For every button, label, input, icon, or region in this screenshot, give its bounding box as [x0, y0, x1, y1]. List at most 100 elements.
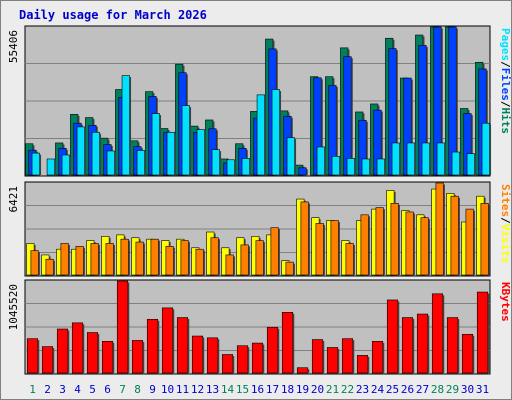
bar-shadow	[337, 348, 340, 373]
bar-shadow	[39, 154, 42, 175]
bar-pages-2	[46, 158, 55, 176]
bar-shadow	[321, 79, 323, 175]
bar-kbytes-26	[401, 317, 414, 374]
bar-pages-1	[31, 152, 40, 176]
bar-kbytes-8	[131, 340, 144, 374]
bar-pages-5	[91, 131, 100, 176]
bar-sites-21	[330, 220, 339, 276]
bar-sites-25	[390, 203, 399, 276]
x-tick-label-5: 5	[89, 383, 96, 396]
chart-title: Daily usage for March 2026	[19, 8, 207, 22]
bar-shadow	[98, 244, 100, 275]
bar-kbytes-27	[416, 313, 429, 374]
y-max-label: 6421	[7, 186, 20, 213]
bar-shadow	[382, 342, 385, 373]
bar-kbytes-16	[251, 342, 264, 374]
bar-shadow	[174, 133, 177, 175]
x-tick-label-18: 18	[281, 383, 294, 396]
bar-shadow	[473, 210, 475, 275]
panel-3: 1045520 KBytes	[7, 279, 512, 375]
bar-sites-7	[120, 238, 129, 276]
bar-shadow	[99, 133, 102, 175]
bar-shadow	[459, 153, 462, 175]
bar-shadow	[187, 319, 190, 373]
bar-shadow	[67, 330, 70, 373]
bar-sites-13	[210, 237, 219, 276]
bar-shadow	[353, 244, 355, 275]
bar-kbytes-21	[326, 347, 339, 374]
panel-1: 55406 Pages/Files/Hits	[7, 25, 512, 177]
bar-shadow	[233, 256, 235, 275]
x-tick-label-10: 10	[161, 383, 174, 396]
bar-kbytes-22	[341, 338, 354, 374]
bar-pages-9	[151, 113, 160, 176]
bar-shadow	[441, 28, 443, 175]
bar-pages-12	[196, 129, 205, 176]
bar-shadow	[278, 229, 280, 275]
bar-shadow	[384, 160, 387, 175]
bar-shadow	[487, 293, 490, 373]
bar-shadow	[443, 184, 445, 275]
x-tick-label-23: 23	[356, 383, 369, 396]
bar-sites-26	[405, 211, 414, 276]
x-tick-label-29: 29	[446, 383, 459, 396]
bar-sites-16	[255, 240, 264, 276]
bar-shadow	[396, 50, 398, 175]
legend-entry: Visits	[499, 224, 512, 264]
x-tick-label-12: 12	[191, 383, 204, 396]
bar-pages-31	[481, 122, 490, 176]
legend-entry: Sites	[499, 184, 512, 217]
bar-sites-19	[300, 201, 309, 276]
bar-shadow	[114, 152, 117, 175]
bar-shadow	[323, 224, 325, 275]
bar-kbytes-24	[371, 341, 384, 374]
legend-entry: Files	[499, 68, 512, 101]
bar-shadow	[143, 243, 145, 275]
bar-shadow	[127, 282, 130, 373]
bar-shadow	[128, 240, 130, 275]
x-tick-label-20: 20	[311, 383, 324, 396]
bar-kbytes-28	[431, 293, 444, 374]
bar-shadow	[471, 115, 473, 175]
x-tick-label-17: 17	[266, 383, 279, 396]
bar-kbytes-15	[236, 345, 249, 374]
bar-kbytes-10	[161, 307, 174, 374]
bar-sites-12	[195, 248, 204, 276]
bar-sites-18	[285, 261, 294, 276]
bar-kbytes-17	[266, 326, 279, 374]
bar-kbytes-29	[446, 317, 459, 374]
bar-shadow	[444, 144, 447, 175]
bar-shadow	[217, 339, 220, 373]
bar-pages-20	[316, 146, 325, 176]
bar-shadow	[249, 159, 252, 175]
bar-shadow	[248, 246, 250, 275]
bar-shadow	[292, 313, 295, 373]
bar-sites-8	[135, 241, 144, 276]
bar-shadow	[189, 107, 192, 175]
bar-shadow	[97, 334, 100, 373]
bar-sites-5	[90, 243, 99, 276]
bar-kbytes-13	[206, 337, 219, 374]
x-tick-label-14: 14	[221, 383, 235, 396]
bar-sites-30	[465, 208, 474, 276]
x-tick-label-21: 21	[326, 383, 339, 396]
bar-shadow	[399, 144, 402, 175]
x-tick-label-16: 16	[251, 383, 264, 396]
bar-shadow	[412, 319, 415, 373]
bar-shadow	[383, 209, 385, 275]
bar-pages-13	[211, 149, 220, 176]
bar-kbytes-23	[356, 355, 369, 374]
bar-pages-7	[121, 75, 130, 176]
legend-entry: KBytes	[499, 282, 512, 322]
y-max-label: 1045520	[7, 284, 20, 330]
bar-sites-28	[435, 182, 444, 276]
bar-shadow	[203, 250, 205, 275]
x-tick-label-11: 11	[176, 383, 189, 396]
bar-shadow	[113, 244, 115, 275]
bar-shadow	[129, 77, 132, 175]
y-axis-legend: KBytes	[499, 282, 512, 322]
bar-sites-22	[345, 243, 354, 276]
bar-kbytes-7	[116, 280, 129, 374]
bar-shadow	[456, 28, 458, 175]
bar-shadow	[38, 252, 40, 275]
